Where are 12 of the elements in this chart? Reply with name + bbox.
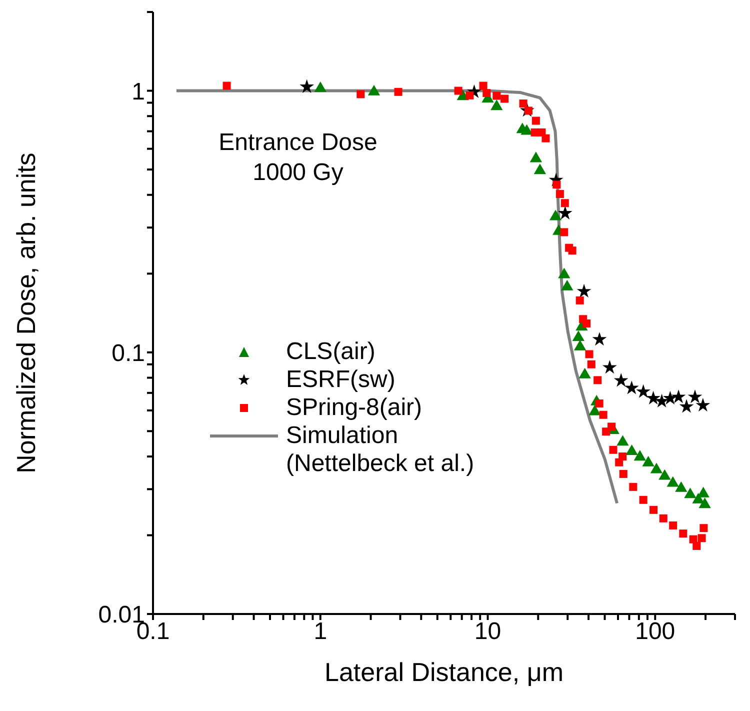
x-axis-title: Lateral Distance, μm [324, 657, 564, 687]
x-tick-label: 100 [635, 618, 676, 646]
annotation: Entrance Dose 1000 Gy [218, 128, 378, 188]
y-tick-label: 1 [132, 78, 145, 106]
x-tick-label: 10 [474, 618, 502, 646]
y-axis-title: Normalized Dose, arb. units [11, 152, 42, 474]
legend-label: CLS(air) [286, 338, 376, 366]
legend-label: Simulation (Nettelbeck et al.) [286, 422, 474, 478]
legend-label: ESRF(sw) [286, 366, 396, 394]
legend-label: SPring-8(air) [286, 394, 422, 422]
x-tick-label: 1 [314, 618, 328, 646]
y-tick-label: 0.1 [112, 340, 145, 367]
